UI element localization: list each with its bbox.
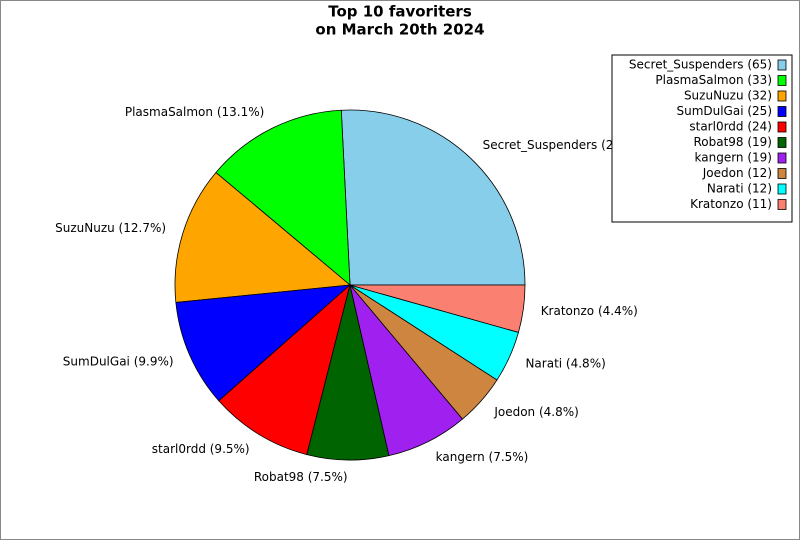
pie-slice	[349, 284, 526, 333]
legend-swatch	[777, 152, 787, 164]
slice-label: SumDulGai (9.9%)	[63, 354, 174, 368]
pie-slice	[340, 109, 526, 286]
legend-swatch	[777, 121, 787, 133]
legend-label: Secret_Suspenders (65)	[629, 58, 772, 72]
legend-swatch	[777, 106, 787, 117]
legend-label: PlasmaSalmon (33)	[655, 73, 772, 87]
legend-label: Joedon (12)	[702, 166, 772, 180]
slice-label: PlasmaSalmon (13.1%)	[125, 105, 264, 119]
legend-label: Narati (12)	[707, 182, 772, 196]
pie-slice	[215, 109, 351, 286]
slice-label: kangern (7.5%)	[436, 450, 529, 464]
chart-title: Top 10 favoriters	[328, 3, 472, 21]
legend-label: Kratonzo (11)	[690, 197, 772, 211]
legend-label: SuzuNuzu (32)	[684, 89, 772, 103]
legend-swatch	[777, 183, 787, 195]
chart-title: on March 20th 2024	[315, 21, 484, 39]
pie-slice	[218, 283, 351, 456]
pie-slice	[174, 171, 351, 303]
legend-swatch	[777, 168, 787, 179]
legend-swatch	[777, 137, 787, 148]
legend-label: starl0rdd (24)	[689, 120, 772, 134]
slice-label: Kratonzo (4.4%)	[541, 304, 638, 318]
legend-swatch	[777, 59, 787, 71]
slice-label: Narati (4.8%)	[525, 357, 605, 371]
legend-swatch	[777, 75, 787, 86]
legend-label: kangern (19)	[695, 151, 772, 165]
slice-label: Robat98 (7.5%)	[254, 470, 348, 484]
slice-label: SuzuNuzu (12.7%)	[55, 221, 166, 235]
legend-box	[611, 54, 793, 223]
slice-label: Joedon (4.8%)	[493, 405, 579, 419]
pie-slice	[175, 284, 352, 402]
legend-swatch	[777, 199, 787, 210]
legend-label: Robat98 (19)	[693, 135, 772, 149]
slice-label: Secret_Suspenders (25.8%)	[483, 138, 649, 152]
legend-swatch	[777, 90, 787, 102]
legend-label: SumDulGai (25)	[676, 104, 772, 118]
slice-label: starl0rdd (9.5%)	[152, 442, 250, 456]
